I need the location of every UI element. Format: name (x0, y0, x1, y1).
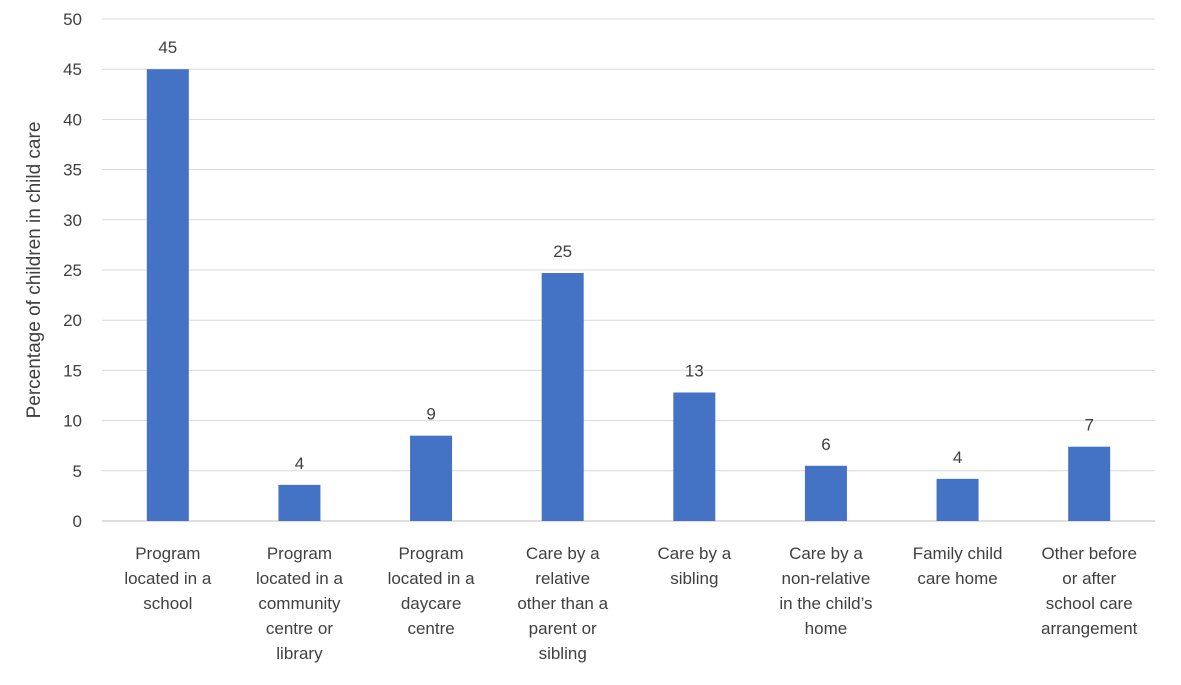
bar (278, 484, 321, 521)
y-tick-label: 0 (73, 512, 82, 531)
category-label: or after (1062, 569, 1116, 588)
y-tick-label: 45 (63, 60, 82, 79)
category-label: Care by a (789, 544, 863, 563)
category-label: Program (398, 544, 463, 563)
category-label: arrangement (1041, 619, 1138, 638)
y-tick-label: 35 (63, 161, 82, 180)
bar (1068, 446, 1111, 521)
category-label: Family child (913, 544, 1003, 563)
bar (936, 478, 979, 521)
data-label: 4 (953, 448, 962, 467)
category-label: Care by a (526, 544, 600, 563)
data-label: 25 (553, 242, 572, 261)
y-tick-label: 10 (63, 412, 82, 431)
bar (410, 435, 453, 521)
data-label: 45 (158, 38, 177, 57)
category-label: library (276, 644, 323, 663)
bar (804, 465, 847, 521)
data-label: 6 (821, 435, 830, 454)
category-label: care home (917, 569, 997, 588)
y-tick-label: 20 (63, 311, 82, 330)
y-tick-label: 5 (73, 462, 82, 481)
category-label: other than a (517, 594, 608, 613)
category-label: centre (407, 619, 454, 638)
y-tick-label: 50 (63, 10, 82, 29)
data-label: 7 (1084, 416, 1093, 435)
category-label: Program (135, 544, 200, 563)
gridlines (102, 18, 1155, 522)
category-label: school (143, 594, 192, 613)
category-label: Program (267, 544, 332, 563)
y-tick-label: 30 (63, 211, 82, 230)
y-axis-ticks: 0 5 10 15 20 25 30 35 40 45 50 (63, 10, 82, 531)
category-label: centre or (266, 619, 333, 638)
data-label: 9 (426, 405, 435, 424)
category-label: daycare (401, 594, 461, 613)
category-labels: Program located in a school Program located … (124, 544, 1137, 663)
category-label: school care (1046, 594, 1133, 613)
y-tick-label: 40 (63, 110, 82, 129)
y-tick-label: 25 (63, 261, 82, 280)
data-label: 13 (685, 361, 704, 380)
y-axis-title: Percentage of children in child care (24, 122, 45, 419)
category-label: parent or (529, 619, 597, 638)
category-label: Other before (1041, 544, 1136, 563)
category-label: located in a (124, 569, 211, 588)
category-label: sibling (670, 569, 718, 588)
y-tick-label: 15 (63, 361, 82, 380)
bars (146, 69, 1111, 521)
bar (146, 69, 189, 521)
category-label: home (805, 619, 848, 638)
bar (541, 273, 584, 521)
category-label: community (258, 594, 341, 613)
category-label: located in a (388, 569, 475, 588)
bar (673, 392, 716, 521)
category-label: located in a (256, 569, 343, 588)
data-labels: 45 4 9 25 13 6 4 7 (158, 38, 1094, 473)
category-label: relative (535, 569, 590, 588)
category-label: sibling (539, 644, 587, 663)
data-label: 4 (295, 454, 304, 473)
category-label: Care by a (657, 544, 731, 563)
category-label: non-relative (782, 569, 871, 588)
category-label: in the child’s (779, 594, 872, 613)
